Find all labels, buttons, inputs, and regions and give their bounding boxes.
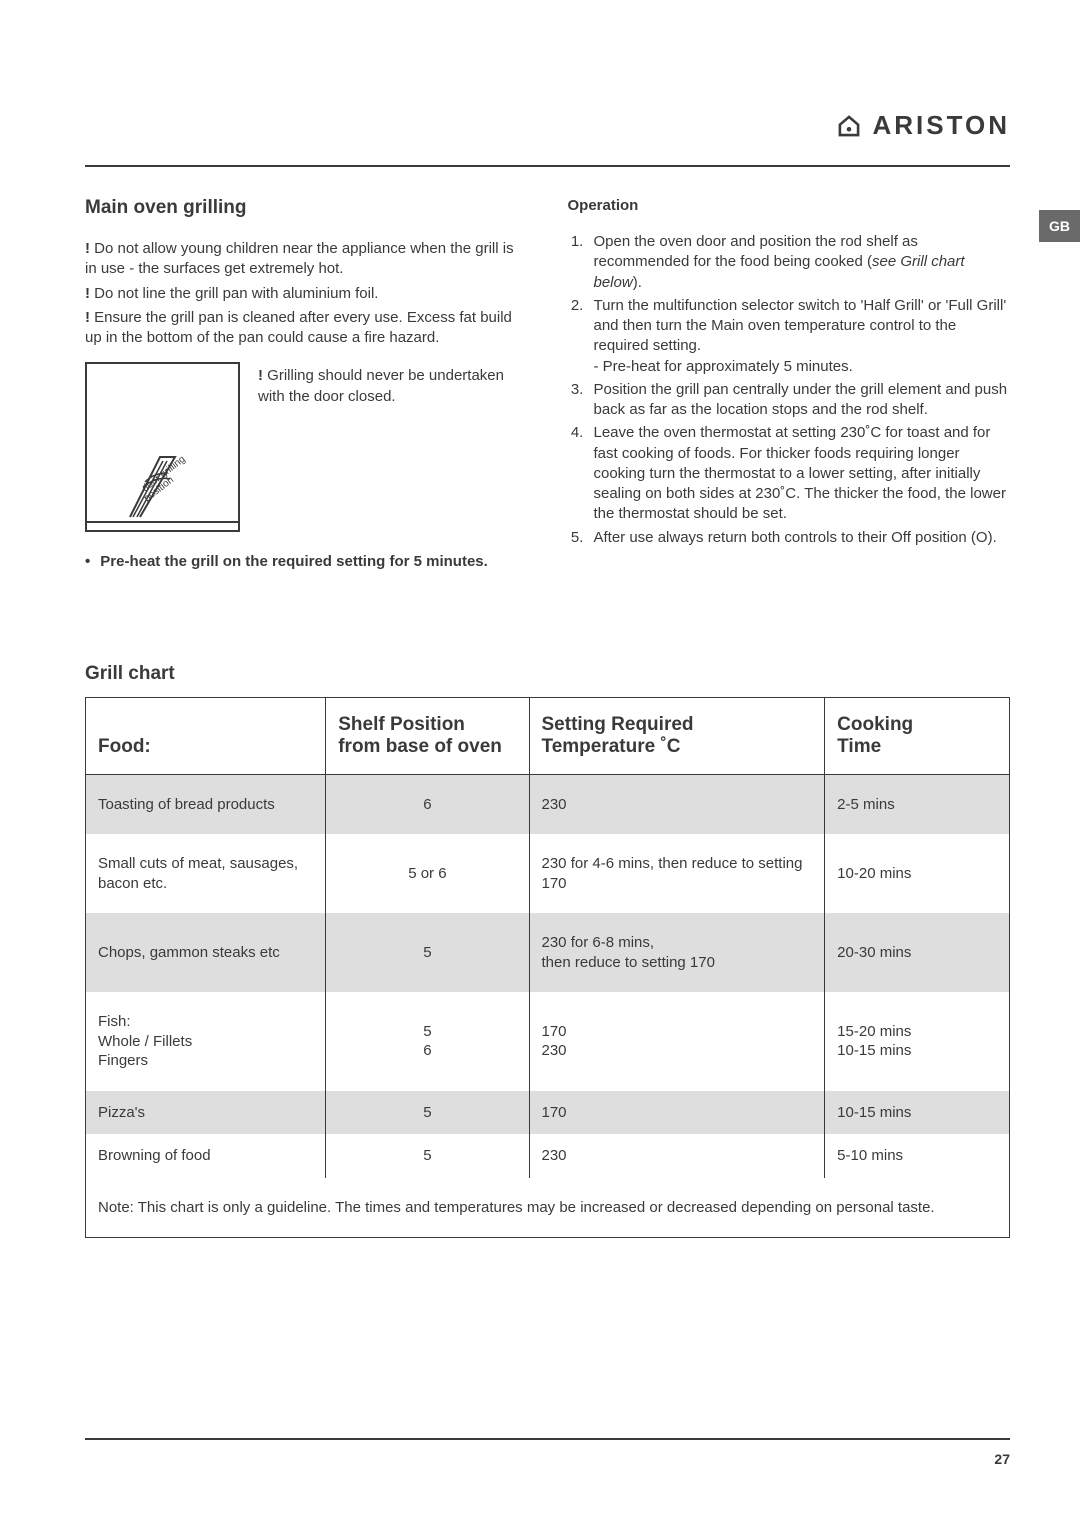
bullet-glyph: • — [85, 552, 90, 572]
warning-1: ! Do not allow young children near the a… — [85, 239, 528, 280]
left-column: Main oven grilling ! Do not allow young … — [85, 197, 528, 573]
warning-2-text: Do not line the grill pan with aluminium… — [94, 285, 378, 302]
col-shelf-b: from base of oven — [338, 736, 516, 758]
table-header-row: Food: Shelf Positionfrom base of oven Se… — [86, 697, 1010, 774]
cell-setting: 230 — [529, 774, 825, 834]
table-note: Note: This chart is only a guideline. Th… — [86, 1178, 1010, 1238]
table-note-row: Note: This chart is only a guideline. Th… — [86, 1178, 1010, 1238]
step-1a: Open the oven door and position the rod … — [594, 233, 918, 270]
cell-shelf: 5 — [326, 1134, 529, 1178]
operation-list: Open the oven door and position the rod … — [568, 232, 1011, 548]
col-food-label: Food: — [98, 736, 313, 758]
cell-setting: 230 — [529, 1134, 825, 1178]
cell-shelf: 6 — [326, 774, 529, 834]
locale-tab: GB — [1039, 210, 1080, 242]
warning-4-text: Grilling should never be undertaken with… — [258, 367, 504, 404]
cell-shelf: 5 6 — [326, 992, 529, 1091]
main-oven-grilling-title: Main oven grilling — [85, 197, 528, 219]
diagram-row: door grilling position ! Grilling should… — [85, 362, 528, 532]
step-5: After use always return both controls to… — [588, 528, 1011, 548]
brand-header: ARISTON — [836, 110, 1010, 141]
preheat-bullet: • Pre-heat the grill on the required set… — [85, 552, 528, 572]
content-columns: Main oven grilling ! Do not allow young … — [85, 197, 1010, 573]
cell-food: Toasting of bread products — [86, 774, 326, 834]
warning-3: ! Ensure the grill pan is cleaned after … — [85, 308, 528, 349]
col-time-b: Time — [837, 736, 997, 758]
cell-setting: 170 — [529, 1091, 825, 1135]
col-shelf: Shelf Positionfrom base of oven — [326, 697, 529, 774]
col-food: Food: — [86, 697, 326, 774]
cell-time: 10-20 mins — [825, 834, 1010, 913]
step-1c: ). — [633, 274, 642, 291]
step-3: Position the grill pan centrally under t… — [588, 380, 1011, 421]
cell-time: 20-30 mins — [825, 913, 1010, 992]
col-setting-a: Setting Required — [542, 714, 813, 736]
cell-food: Chops, gammon steaks etc — [86, 913, 326, 992]
cell-food: Browning of food — [86, 1134, 326, 1178]
step-2: Turn the multifunction selector switch t… — [588, 296, 1011, 377]
page-number: 27 — [994, 1451, 1010, 1467]
cell-setting: 170 230 — [529, 992, 825, 1091]
cell-setting: 230 for 4-6 mins, then reduce to setting… — [529, 834, 825, 913]
col-setting-b: Temperature ˚C — [542, 736, 813, 758]
warning-block: ! Do not allow young children near the a… — [85, 239, 528, 348]
cell-shelf: 5 — [326, 913, 529, 992]
cell-time: 2-5 mins — [825, 774, 1010, 834]
table-row: Fish: Whole / Fillets Fingers 5 6 170 23… — [86, 992, 1010, 1091]
warning-1-text: Do not allow young children near the app… — [85, 240, 514, 277]
cell-shelf: 5 — [326, 1091, 529, 1135]
cell-time: 10-15 mins — [825, 1091, 1010, 1135]
col-setting: Setting RequiredTemperature ˚C — [529, 697, 825, 774]
cell-time: 15-20 mins 10-15 mins — [825, 992, 1010, 1091]
table-row: Small cuts of meat, sausages, bacon etc.… — [86, 834, 1010, 913]
table-row: Toasting of bread products 6 230 2-5 min… — [86, 774, 1010, 834]
warning-4: ! Grilling should never be undertaken wi… — [258, 362, 528, 532]
header-rule — [85, 165, 1010, 167]
step-2-sub: - Pre-heat for approximately 5 minutes. — [594, 358, 853, 375]
step-4: Leave the oven thermostat at setting 230… — [588, 423, 1011, 524]
step-2-text: Turn the multifunction selector switch t… — [594, 297, 1007, 355]
table-row: Browning of food 5 230 5-10 mins — [86, 1134, 1010, 1178]
warning-3-text: Ensure the grill pan is cleaned after ev… — [85, 309, 512, 346]
col-time-a: Cooking — [837, 714, 997, 736]
cell-food: Small cuts of meat, sausages, bacon etc. — [86, 834, 326, 913]
brand-name: ARISTON — [872, 110, 1010, 141]
step-1: Open the oven door and position the rod … — [588, 232, 1011, 293]
cell-shelf: 5 or 6 — [326, 834, 529, 913]
table-row: Chops, gammon steaks etc 5 230 for 6-8 m… — [86, 913, 1010, 992]
preheat-text: Pre-heat the grill on the required setti… — [100, 552, 488, 572]
page-container: ARISTON GB Main oven grilling ! Do not a… — [0, 0, 1080, 1515]
grill-chart-title: Grill chart — [85, 663, 1010, 685]
operation-title: Operation — [568, 197, 1011, 214]
col-time: CookingTime — [825, 697, 1010, 774]
right-column: Operation Open the oven door and positio… — [568, 197, 1011, 573]
cell-food: Pizza's — [86, 1091, 326, 1135]
cell-food: Fish: Whole / Fillets Fingers — [86, 992, 326, 1091]
cell-time: 5-10 mins — [825, 1134, 1010, 1178]
footer-rule — [85, 1438, 1010, 1440]
table-row: Pizza's 5 170 10-15 mins — [86, 1091, 1010, 1135]
col-shelf-a: Shelf Position — [338, 714, 516, 736]
grill-chart-table: Food: Shelf Positionfrom base of oven Se… — [85, 697, 1010, 1239]
oven-door-diagram: door grilling position — [85, 362, 240, 532]
warning-2: ! Do not line the grill pan with alumini… — [85, 284, 528, 304]
house-icon — [836, 113, 862, 139]
cell-setting: 230 for 6-8 mins, then reduce to setting… — [529, 913, 825, 992]
